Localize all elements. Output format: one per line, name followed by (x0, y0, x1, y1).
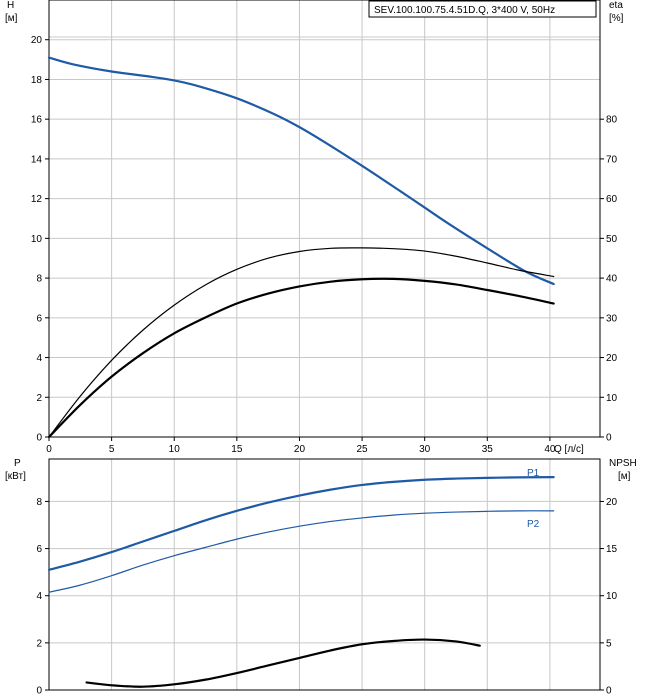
top-xlabel: Q [л/с] (554, 444, 584, 455)
top-xtick-15: 15 (231, 444, 243, 455)
top-ytick-left-20: 20 (31, 35, 43, 46)
top-ytick-right-0: 0 (606, 433, 612, 444)
bottom-series-p2 (48, 510, 555, 593)
top-ytick-right-10: 10 (606, 393, 618, 404)
bottom-ytick-left-2: 2 (36, 638, 42, 649)
top-xtick-30: 30 (419, 444, 431, 455)
bottom-series-curve-2 (85, 638, 481, 688)
top-series-curve-1 (48, 247, 555, 438)
top-ytick-left-18: 18 (31, 75, 43, 86)
top-ytick-left-8: 8 (36, 274, 42, 285)
top-ytick-left-2: 2 (36, 393, 42, 404)
bottom-ylabel-left-unit: [кВт] (5, 471, 26, 482)
bottom-ytick-right-0: 0 (606, 686, 612, 697)
series-label-p2: P2 (527, 519, 540, 530)
bottom-plot-frame (48, 458, 601, 691)
bottom-series-p1 (47, 476, 555, 571)
top-ytick-left-12: 12 (31, 194, 43, 205)
top-xtick-40: 40 (544, 444, 556, 455)
top-ytick-right-40: 40 (606, 274, 618, 285)
top-ylabel-left: H (7, 0, 14, 11)
curve-layer (47, 56, 555, 688)
top-ytick-right-70: 70 (606, 154, 618, 165)
chart-title-box (368, 0, 597, 18)
top-xtick-0: 0 (46, 444, 52, 455)
bottom-ytick-right-20: 20 (606, 497, 618, 508)
bottom-ylabel-right-unit: [м] (618, 471, 631, 482)
top-ylabel-right-unit: [%] (609, 13, 624, 24)
frame-layer (45, 0, 604, 691)
series-label-p1: P1 (527, 468, 540, 479)
bottom-ytick-left-8: 8 (36, 497, 42, 508)
bottom-ytick-right-10: 10 (606, 591, 618, 602)
top-ytick-left-14: 14 (31, 154, 43, 165)
top-xtick-20: 20 (294, 444, 306, 455)
bottom-ytick-left-6: 6 (36, 544, 42, 555)
bottom-ylabel-left: P (14, 458, 21, 469)
top-ytick-left-10: 10 (31, 234, 43, 245)
top-ytick-left-6: 6 (36, 313, 42, 324)
bottom-ytick-right-5: 5 (606, 638, 612, 649)
chart-title: SEV.100.100.75.4.51D.Q, 3*400 V, 50Hz (374, 5, 555, 16)
bottom-ylabel-right: NPSH (609, 458, 637, 469)
top-plot-frame (48, 0, 601, 438)
top-ytick-right-50: 50 (606, 234, 618, 245)
bottom-ytick-left-4: 4 (36, 591, 42, 602)
top-series-curve-0 (47, 56, 555, 286)
top-ytick-right-30: 30 (606, 313, 618, 324)
top-ytick-right-80: 80 (606, 115, 618, 126)
top-ytick-left-16: 16 (31, 115, 43, 126)
top-ylabel-right: eta (609, 0, 623, 11)
bottom-ytick-left-0: 0 (36, 686, 42, 697)
top-ytick-left-0: 0 (36, 433, 42, 444)
top-xtick-25: 25 (357, 444, 369, 455)
top-series-curve-2 (47, 277, 555, 439)
top-ytick-left-4: 4 (36, 353, 42, 364)
bottom-ytick-right-15: 15 (606, 544, 618, 555)
top-ytick-right-20: 20 (606, 353, 618, 364)
grid-layer (49, 0, 600, 690)
top-xtick-35: 35 (482, 444, 494, 455)
top-ylabel-left-unit: [м] (5, 13, 18, 24)
top-xtick-5: 5 (109, 444, 115, 455)
top-ytick-right-60: 60 (606, 194, 618, 205)
top-xtick-10: 10 (169, 444, 181, 455)
